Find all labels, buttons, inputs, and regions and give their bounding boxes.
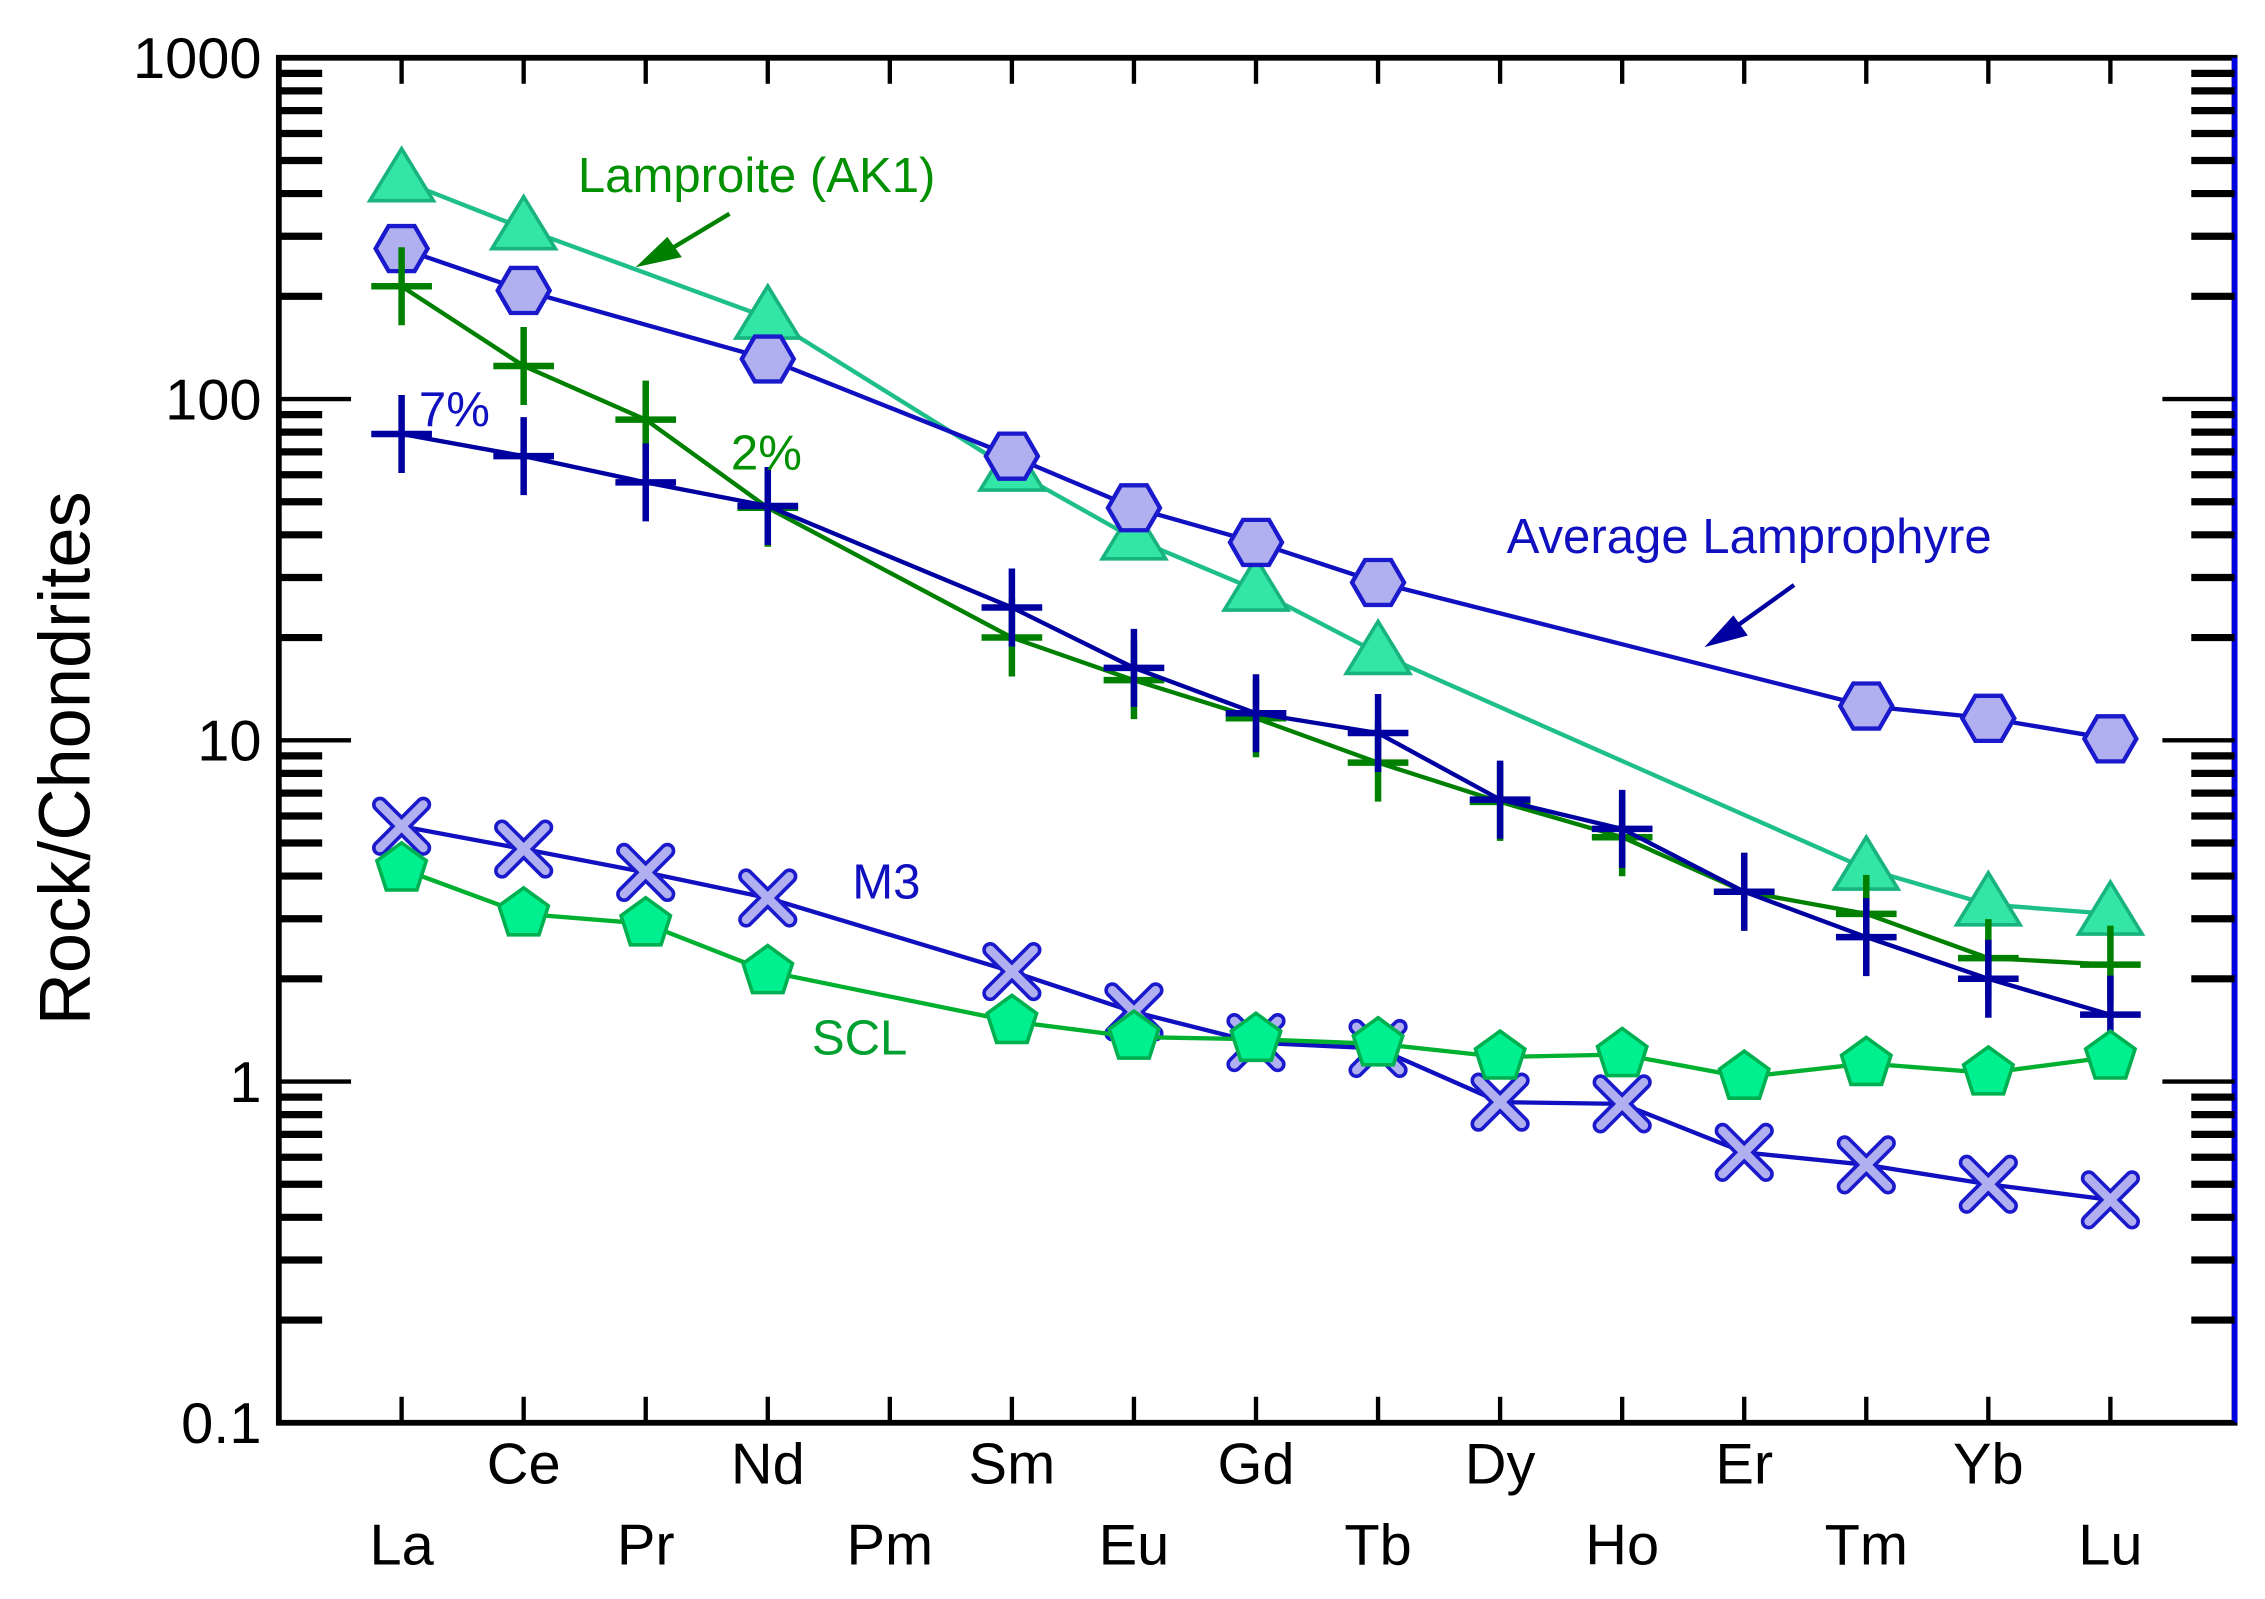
plus-marker	[371, 394, 432, 473]
triangle-marker	[488, 193, 559, 251]
x-tick-label: Nd	[731, 1432, 805, 1496]
annotation-lamproite: Lamproite (AK1)	[578, 149, 936, 203]
pentagon-marker	[1839, 1035, 1894, 1087]
x-marker	[985, 945, 1038, 998]
triangle-marker	[1098, 503, 1169, 561]
x-tick-label: Ce	[487, 1432, 561, 1496]
triangle-marker	[732, 282, 803, 340]
x-tick-label: Yb	[1953, 1432, 2024, 1496]
x-tick-label: Pm	[847, 1513, 934, 1577]
x-marker	[1718, 1126, 1771, 1179]
plus-marker	[1958, 939, 2019, 1018]
x-marker	[497, 823, 550, 876]
plus-marker	[1103, 628, 1165, 707]
series-line	[401, 431, 2111, 1017]
series-m3	[371, 796, 2140, 1230]
pentagon-marker	[1595, 1026, 1649, 1078]
hexagon-marker	[1105, 483, 1163, 533]
x-marker	[375, 800, 428, 853]
x-marker	[1474, 1076, 1527, 1129]
triangle-marker	[366, 145, 437, 203]
y-tick-label: 10	[197, 710, 261, 774]
plus-marker	[981, 568, 1043, 647]
hexagon-marker	[495, 265, 553, 316]
x-tick-label: Pr	[617, 1513, 675, 1577]
plus-marker	[1713, 852, 1775, 931]
x-marker	[619, 846, 672, 899]
x-tick-label: Tb	[1344, 1513, 1411, 1577]
pentagon-marker	[1107, 1008, 1161, 1060]
x-tick-label: Dy	[1465, 1432, 1536, 1496]
y-tick-label: 1	[229, 1051, 261, 1115]
series-average-lamprophyre	[373, 223, 2139, 764]
y-tick-label: 1000	[133, 27, 262, 91]
plus-marker	[615, 443, 677, 522]
x-tick-label: La	[369, 1513, 434, 1577]
x-marker	[1596, 1077, 1649, 1130]
triangle-marker	[1221, 554, 1291, 612]
plus-marker	[737, 466, 799, 545]
pentagon-marker	[618, 895, 673, 947]
plus-marker	[1835, 898, 1897, 977]
hexagon-marker	[1837, 681, 1895, 731]
x-tick-label: Tm	[1825, 1513, 1908, 1577]
y-tick-label: 100	[165, 368, 261, 432]
hexagon-marker	[1959, 693, 2017, 744]
x-tick-label: Eu	[1099, 1513, 1170, 1577]
x-marker	[741, 871, 794, 924]
series-line	[400, 284, 2111, 967]
pentagon-marker	[1717, 1048, 1772, 1101]
hexagon-marker	[1349, 557, 1407, 608]
plus-marker	[1469, 760, 1531, 839]
x-marker	[1962, 1158, 2015, 1211]
x-marker	[1840, 1138, 1893, 1191]
arrow-lamproite	[635, 211, 731, 268]
pentagon-marker	[496, 885, 551, 937]
plus-marker	[1591, 789, 1653, 868]
series-layer	[366, 145, 2146, 1230]
pentagon-marker	[985, 993, 1039, 1045]
hexagon-marker	[739, 334, 797, 384]
y-tick-label: 0.1	[181, 1392, 261, 1456]
x-tick-label: Er	[1715, 1432, 1773, 1496]
pentagon-marker	[1473, 1028, 1527, 1080]
series-line	[400, 246, 2111, 741]
x-marker	[2084, 1173, 2137, 1226]
hexagon-marker	[1227, 517, 1285, 568]
labels-layer: Rock/Chondrites Lamproite (AK1) Average …	[26, 149, 1992, 1065]
annotation-7pct: 7%	[419, 383, 490, 437]
plus-marker	[493, 417, 554, 496]
pentagon-marker	[1351, 1015, 1405, 1067]
hexagon-marker	[2081, 714, 2139, 764]
pentagon-marker	[374, 840, 429, 892]
x-tick-label: Ho	[1585, 1513, 1659, 1577]
plus-marker	[1347, 694, 1409, 773]
x-tick-label: Gd	[1217, 1432, 1294, 1496]
x-tick-label: Sm	[969, 1432, 1056, 1496]
x-tick-label: Lu	[2078, 1513, 2142, 1577]
hexagon-marker	[983, 431, 1041, 481]
series-line	[401, 824, 2111, 1203]
y-axis-label: Rock/Chondrites	[26, 491, 106, 1025]
annotation-lamprophyre: Average Lamprophyre	[1507, 510, 1992, 564]
series-7-	[371, 394, 2141, 1054]
plus-marker	[493, 326, 554, 405]
plus-marker	[1225, 674, 1287, 753]
series-scl	[374, 840, 2138, 1101]
triangle-marker	[1343, 617, 1414, 676]
plus-marker	[371, 247, 432, 326]
pentagon-marker	[740, 943, 795, 995]
axes: 0.1 1 10 100 1000 La Ce Pr Nd Pm Sm Eu Gd Tb Dy Ho Er Tm Y…	[133, 27, 2238, 1577]
series-line	[400, 178, 2111, 917]
pentagon-marker	[1961, 1044, 2016, 1096]
pentagon-marker	[1229, 1011, 1283, 1063]
pentagon-marker	[2083, 1028, 2138, 1080]
arrow-lamprophyre	[1704, 583, 1796, 648]
annotation-2pct: 2%	[731, 426, 802, 480]
annotation-scl: SCL	[812, 1011, 908, 1065]
annotation-m3: M3	[852, 855, 920, 909]
